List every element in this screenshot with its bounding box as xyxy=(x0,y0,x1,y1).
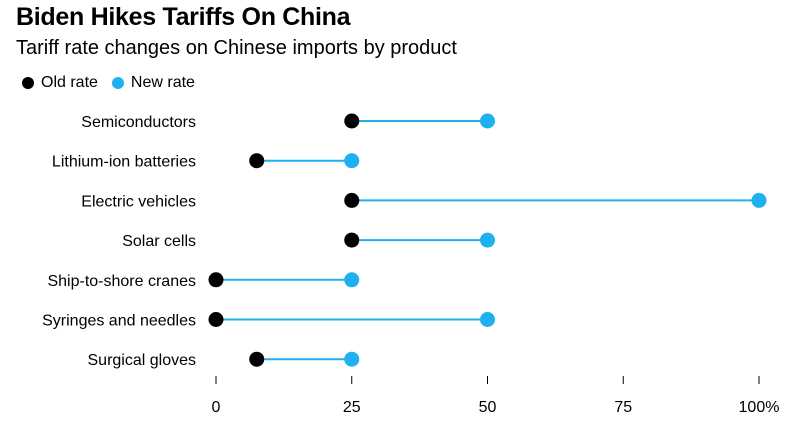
category-label-surgical-gloves: Surgical gloves xyxy=(88,352,197,369)
legend: Old rate New rate xyxy=(22,74,209,92)
new-rate-point-surgical-gloves xyxy=(344,351,360,367)
old-rate-point-solar-cells xyxy=(344,232,360,248)
old-rate-point-lithium-ion-batteries xyxy=(249,153,265,169)
legend-swatch-new-rate xyxy=(111,77,124,89)
new-rate-point-syringes-and-needles xyxy=(480,312,495,327)
x-tick-label-100: 100% xyxy=(739,399,780,416)
category-label-solar-cells: Solar cells xyxy=(122,233,196,250)
legend-swatch-old-rate xyxy=(22,77,34,89)
x-tick-label-50: 50 xyxy=(479,399,497,416)
x-tick-label-25: 25 xyxy=(343,399,361,416)
legend-item-new-rate: New rate xyxy=(111,74,195,92)
legend-item-old-rate: Old rate xyxy=(22,74,98,92)
old-rate-point-semiconductors xyxy=(344,113,360,129)
old-rate-point-syringes-and-needles xyxy=(208,312,224,327)
old-rate-point-electric-vehicles xyxy=(344,192,360,208)
new-rate-point-electric-vehicles xyxy=(751,192,767,208)
old-rate-point-surgical-gloves xyxy=(249,351,265,367)
category-label-electric-vehicles: Electric vehicles xyxy=(81,193,196,210)
new-rate-point-lithium-ion-batteries xyxy=(344,153,360,169)
category-label-semiconductors: Semiconductors xyxy=(81,114,196,131)
x-tick-label-75: 75 xyxy=(614,399,632,416)
old-rate-point-ship-to-shore-cranes xyxy=(208,272,224,288)
category-label-ship-to-shore-cranes: Ship-to-shore cranes xyxy=(47,273,196,290)
new-rate-point-ship-to-shore-cranes xyxy=(344,272,360,288)
chart-title: Biden Hikes Tariffs On China xyxy=(16,3,351,31)
category-label-lithium-ion-batteries: Lithium-ion batteries xyxy=(52,154,196,171)
legend-label-old-rate: Old rate xyxy=(41,74,98,91)
category-label-syringes-and-needles: Syringes and needles xyxy=(42,313,196,330)
chart-subtitle: Tariff rate changes on Chinese imports b… xyxy=(16,37,457,59)
x-tick-label-0: 0 xyxy=(212,399,221,416)
legend-label-new-rate: New rate xyxy=(130,74,195,91)
new-rate-point-solar-cells xyxy=(480,232,495,248)
new-rate-point-semiconductors xyxy=(480,113,495,129)
